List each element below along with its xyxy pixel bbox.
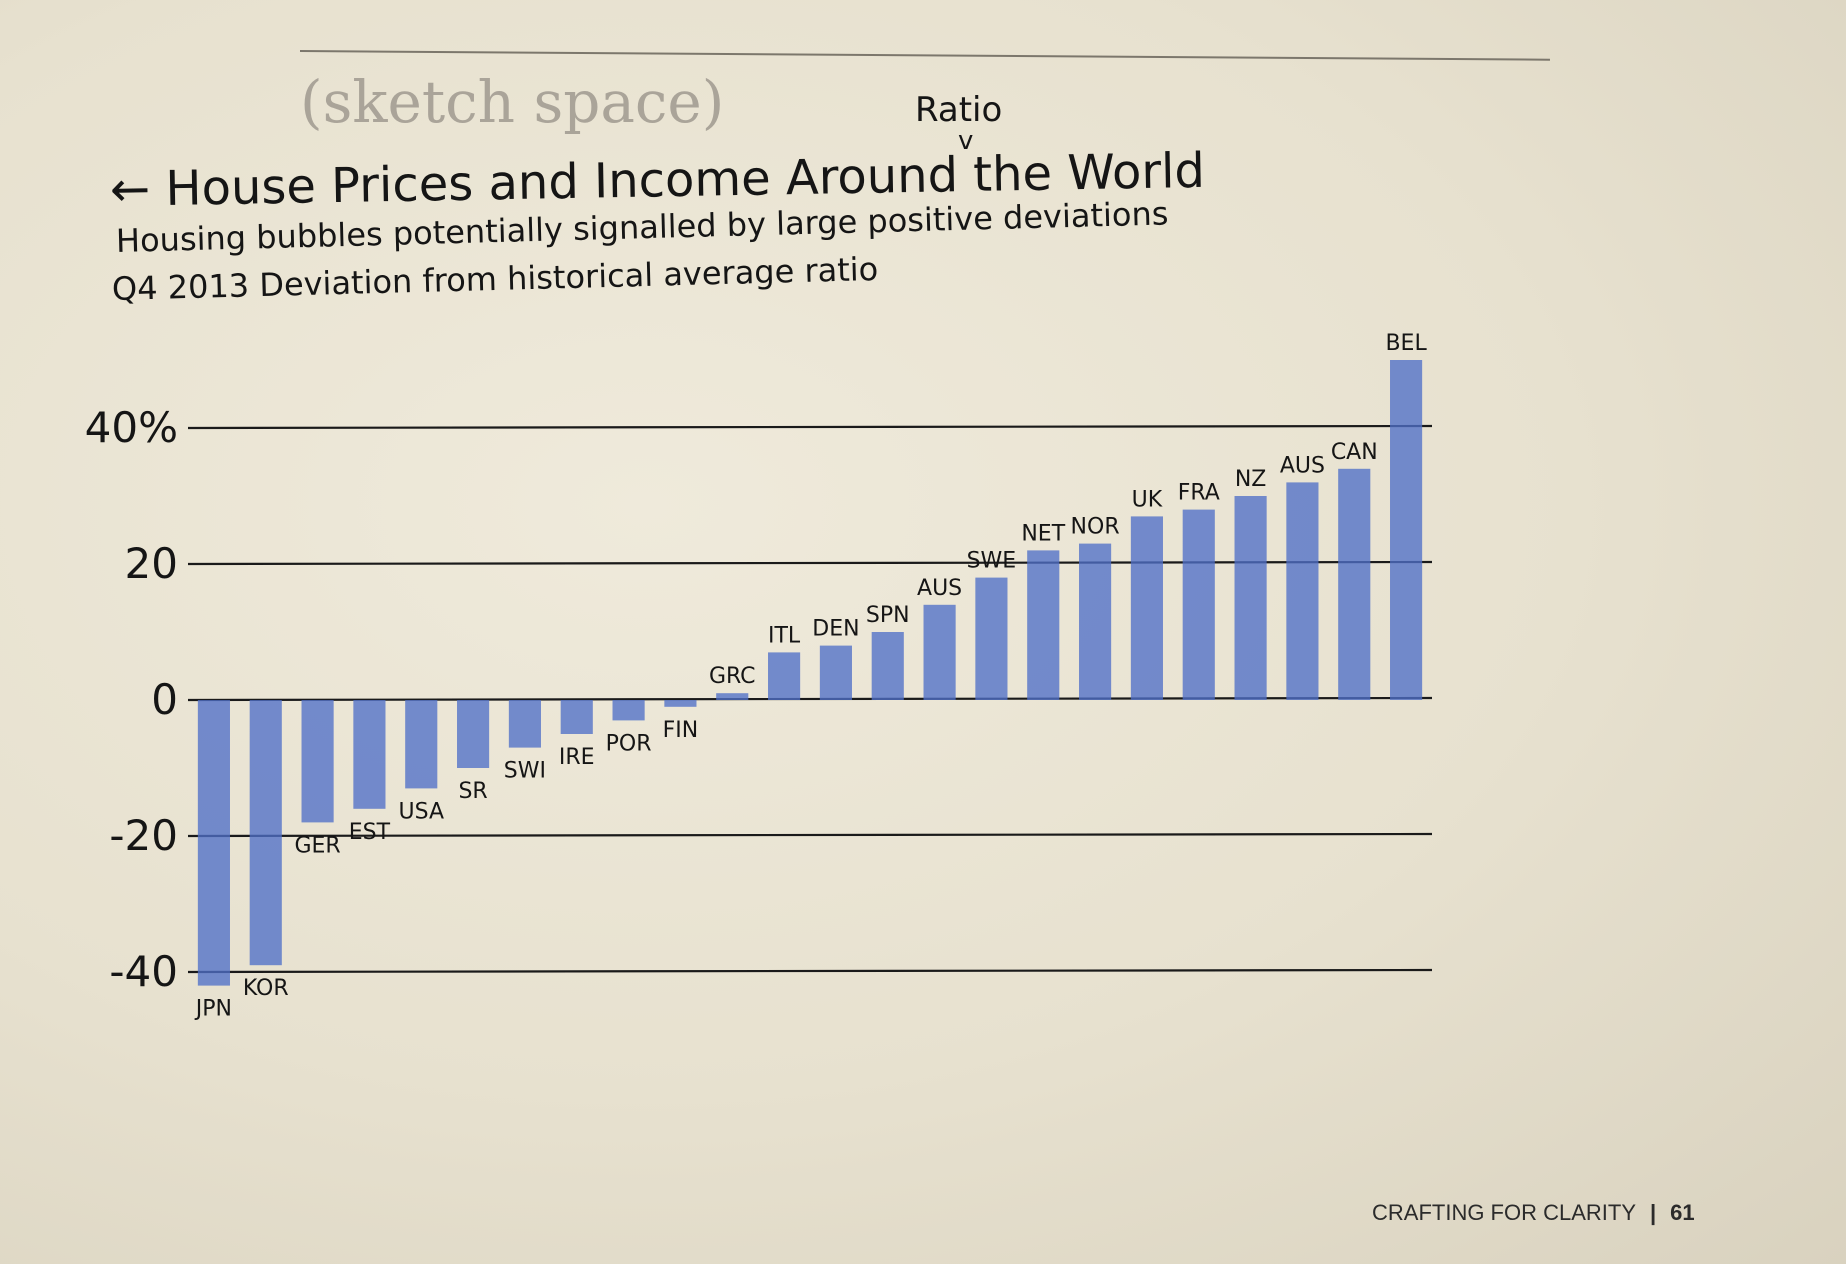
bar [1390, 360, 1423, 700]
y-tick-label: 40% [85, 403, 178, 452]
bar [1182, 509, 1215, 700]
y-tick-label: 0 [151, 675, 178, 724]
category-label: CAN [1331, 440, 1378, 465]
grid-line [187, 560, 1433, 566]
bar [664, 700, 697, 707]
category-label: SR [458, 779, 487, 804]
footer-section-title: CRAFTING FOR CLARITY [1372, 1200, 1637, 1225]
bar [1130, 516, 1163, 700]
category-label: BEL [1385, 331, 1427, 356]
category-label: GRC [709, 664, 756, 689]
bar [560, 700, 593, 734]
bar [1079, 543, 1112, 700]
bar [301, 700, 334, 823]
ratio-annotation: Ratio [915, 90, 1003, 130]
y-tick-label: -40 [109, 947, 178, 996]
category-label: POR [606, 731, 652, 756]
category-label: EST [349, 820, 391, 845]
bar [923, 604, 956, 700]
grid-lines [187, 424, 1433, 974]
category-labels: JPN KOR GER EST USA SR SWI IRE POR FIN GRC ITL DEN SP… [194, 331, 1428, 1022]
bar [612, 700, 645, 721]
bar [457, 700, 490, 768]
category-label: SWI [504, 759, 546, 784]
category-label: SWE [967, 549, 1017, 574]
bar [1234, 496, 1267, 700]
category-label: AUS [1280, 453, 1325, 478]
grid-line [187, 424, 1433, 430]
grid-line [187, 696, 1433, 702]
y-tick-label: -20 [109, 811, 178, 860]
sketch-space-label: (sketch space) [300, 68, 725, 136]
bar [1286, 482, 1319, 700]
bar [819, 645, 852, 700]
bar [1338, 468, 1371, 700]
grid-line [187, 968, 1433, 974]
category-label: NZ [1235, 467, 1267, 492]
category-label: UK [1132, 487, 1163, 512]
category-label: GER [294, 833, 340, 858]
category-label: DEN [812, 617, 859, 642]
footer-separator: | [1650, 1200, 1657, 1225]
bar [871, 632, 904, 700]
category-label: JPN [194, 997, 232, 1022]
bar [353, 700, 386, 809]
page-footer: CRAFTING FOR CLARITY | 61 [1372, 1200, 1695, 1226]
y-tick-label: 20 [125, 539, 178, 588]
bar [716, 693, 749, 700]
category-label: KOR [243, 976, 289, 1001]
category-label: AUS [917, 576, 962, 601]
category-label: SPN [866, 603, 910, 628]
bar [975, 577, 1008, 700]
category-label: ITL [768, 623, 801, 648]
category-label: FRA [1178, 481, 1220, 506]
category-label: NOR [1071, 515, 1120, 540]
y-tick-labels: -40 -20 0 20 40% [85, 403, 178, 996]
bar [508, 700, 541, 748]
ratio-caret-mark: v [958, 126, 974, 156]
category-label: IRE [559, 745, 595, 770]
page-number: 61 [1670, 1200, 1695, 1225]
category-label: FIN [663, 718, 699, 743]
bar [405, 700, 438, 789]
bar [1027, 550, 1060, 700]
category-label: USA [398, 799, 444, 824]
bar [249, 700, 282, 966]
bar [197, 700, 230, 986]
bars [197, 360, 1423, 986]
grid-line [187, 832, 1433, 838]
bar [768, 652, 801, 700]
category-label: NET [1021, 521, 1065, 546]
